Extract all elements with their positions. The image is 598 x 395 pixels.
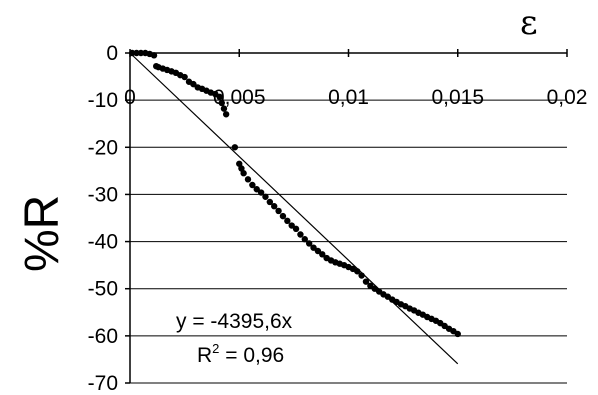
data-point: [262, 193, 269, 200]
x-tick-label: 0,005: [213, 86, 266, 109]
data-point: [310, 244, 317, 251]
data-point: [220, 105, 228, 112]
data-point: [240, 170, 247, 177]
data-point: [266, 198, 274, 206]
data-point: [271, 203, 278, 210]
data-point: [190, 80, 197, 88]
data-point: [257, 189, 265, 196]
x-tick-label: 0,02: [547, 86, 588, 109]
trendline: [129, 52, 459, 365]
r-squared-value: = 0,96: [219, 344, 284, 367]
data-point: [454, 330, 461, 338]
data-point: [249, 181, 256, 189]
data-point: [231, 144, 239, 151]
data-points: [128, 49, 461, 338]
r-squared-label: R2 = 0,96: [197, 341, 284, 367]
y-tick-label: -30: [88, 183, 118, 206]
data-point: [362, 278, 370, 285]
y-tick-label: -50: [88, 278, 118, 301]
x-axis-title: ε: [520, 3, 538, 43]
trendline-equation: y = -4395,6x: [176, 310, 293, 333]
data-point: [216, 93, 223, 101]
y-tick-label: -40: [88, 231, 118, 254]
data-point: [297, 231, 304, 238]
data-point: [150, 52, 158, 59]
data-point: [222, 111, 230, 118]
data-point: [284, 217, 291, 225]
data-point: [275, 207, 282, 215]
x-tick-label: 0,015: [431, 86, 484, 109]
x-ticks: 0 0,005 0,01 0,015 0,02: [124, 49, 587, 109]
data-point: [319, 251, 326, 258]
y-tick-label: -60: [88, 325, 118, 348]
data-point: [314, 247, 322, 255]
grid-lines: [130, 99, 567, 384]
y-axis-title: %R: [16, 195, 69, 272]
data-point: [279, 212, 287, 220]
y-ticks: 0 -10 -20 -30 -40 -50 -60 -70: [88, 42, 130, 395]
data-point: [292, 225, 300, 233]
data-point: [358, 272, 365, 279]
data-point: [244, 176, 252, 183]
y-tick-label: 0: [106, 42, 118, 65]
data-point: [305, 240, 313, 247]
y-tick-label: -70: [88, 372, 118, 395]
x-tick-label: 0: [124, 86, 136, 109]
data-point: [301, 236, 308, 243]
data-point: [288, 222, 295, 229]
y-tick-label: -20: [88, 136, 118, 159]
data-point: [354, 268, 361, 275]
data-point: [181, 73, 188, 81]
r-squared-superscript: 2: [212, 341, 219, 356]
r-squared-prefix: R: [197, 344, 212, 367]
y-tick-label: -10: [88, 89, 118, 112]
data-point: [218, 99, 225, 107]
x-tick-label: 0,01: [328, 86, 369, 109]
data-point: [253, 186, 260, 193]
